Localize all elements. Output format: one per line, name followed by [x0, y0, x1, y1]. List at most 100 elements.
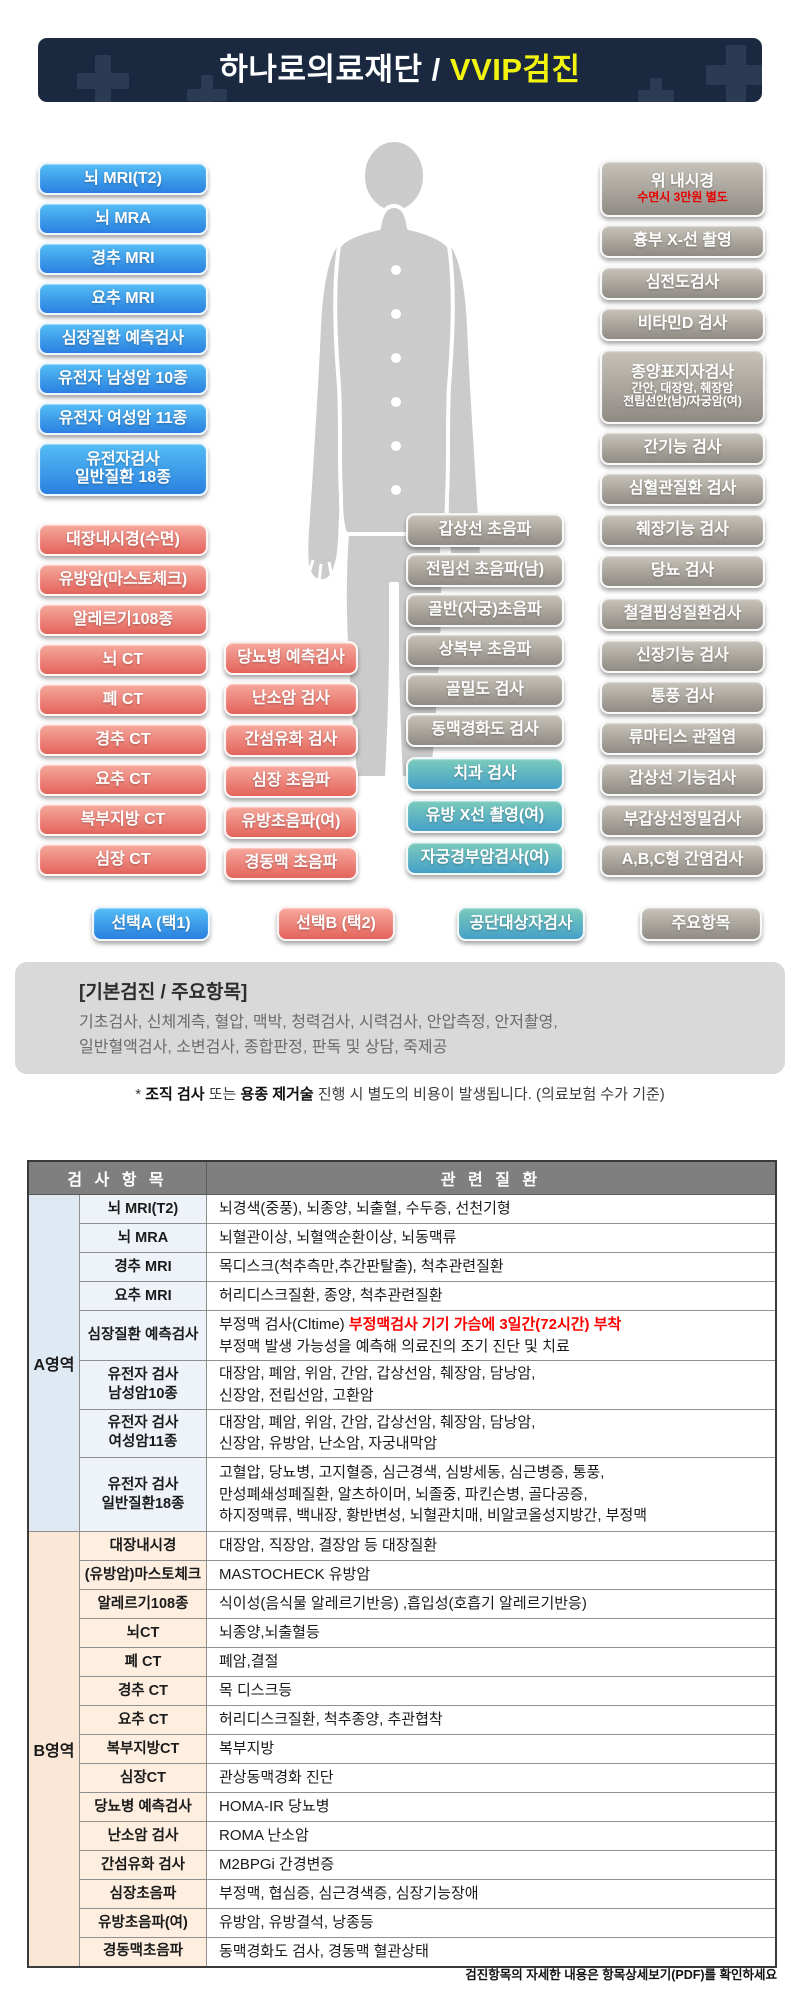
test-pill-right-gray-2[interactable]: 심전도검사	[600, 266, 765, 300]
biopsy-cost-note: * 조직 검사 또는 용종 제거술 진행 시 별도의 비용이 발생됩니다. (의…	[0, 1083, 800, 1104]
test-pill-left-red-6[interactable]: 요추 CT	[38, 763, 208, 796]
test-pill-mid-gray-3[interactable]: 상복부 초음파	[406, 633, 564, 667]
table-header-related-disease: 관 련 질 환	[206, 1160, 777, 1195]
related-disease-cell: 뇌혈관이상, 뇌혈액순환이상, 뇌동맥류	[206, 1223, 777, 1253]
page-title-main: 하나로의료재단 /	[219, 52, 450, 87]
test-pill-left-blue-1[interactable]: 뇌 MRA	[38, 202, 208, 235]
legend-chip-2[interactable]: 공단대상자검사	[457, 906, 585, 941]
test-pill-right-gray-15[interactable]: A,B,C형 간염검사	[600, 843, 765, 877]
test-pill-right-gray-9[interactable]: 철결핍성질환검사	[600, 597, 765, 631]
test-pill-left-red-0[interactable]: 대장내시경(수면)	[38, 523, 208, 556]
test-item-cell: 뇌 MRI(T2)	[79, 1194, 207, 1224]
legend-chip-0[interactable]: 선택A (택1)	[92, 906, 210, 941]
test-pill-left-blue-5[interactable]: 유전자 남성암 10종	[38, 362, 208, 395]
test-pill-mid-gray-5[interactable]: 동맥경화도 검사	[406, 713, 564, 747]
test-pill-mid-red-4[interactable]: 유방초음파(여)	[224, 805, 358, 839]
test-item-cell: 유전자 검사 여성암11종	[79, 1408, 207, 1458]
test-pill-right-gray-14[interactable]: 부갑상선정밀검사	[600, 803, 765, 837]
basic-checkup-title: [기본검진 / 주요항목]	[79, 982, 248, 1003]
test-pill-left-red-8[interactable]: 심장 CT	[38, 843, 208, 876]
test-pill-mid-red-5[interactable]: 경동맥 초음파	[224, 846, 358, 880]
test-pill-right-gray-6[interactable]: 심혈관질환 검사	[600, 472, 765, 506]
related-disease-cell: ROMA 난소암	[206, 1821, 777, 1851]
test-pill-right-gray-3[interactable]: 비타민D 검사	[600, 307, 765, 341]
test-pill-mid-red-0[interactable]: 당뇨병 예측검사	[224, 641, 358, 675]
table-row: (유방암)마스토체크 MASTOCHECK 유방암	[28, 1560, 777, 1590]
test-item-cell: 당뇨병 예측검사	[79, 1792, 207, 1822]
test-pill-right-gray-4[interactable]: 종양표지자검사 간안, 대장암, 췌장암 전립선안(남)/자궁암(여)	[600, 349, 765, 424]
test-item-cell: 심장질환 예측검사	[79, 1310, 207, 1361]
test-pill-right-gray-1[interactable]: 흉부 X-선 촬영	[600, 224, 765, 258]
table-row: 유전자 검사 여성암11종 대장암, 폐암, 위암, 간암, 갑상선암, 췌장암,…	[28, 1408, 777, 1458]
table-row: 알레르기108종 식이성(음식물 알레르기반응) ,흡입성(호흡기 알레르기반응)	[28, 1589, 777, 1619]
test-pill-right-gray-12[interactable]: 류마티스 관절염	[600, 721, 765, 755]
related-disease-cell: 폐암,결절	[206, 1647, 777, 1677]
related-disease-table: 검 사 항 목 관 련 질 환 A영역 뇌 MRI(T2) 뇌경색(중풍), 뇌종양…	[27, 1160, 777, 1968]
note-bold-polyp: 용종 제거술	[240, 1086, 314, 1103]
table-row: 심장CT 관상동맥경화 진단	[28, 1763, 777, 1793]
test-pill-mid-teal-0[interactable]: 치과 검사	[406, 757, 564, 791]
test-pill-right-gray-13[interactable]: 갑상선 기능검사	[600, 762, 765, 796]
related-disease-cell: 대장암, 폐암, 위암, 간암, 갑상선암, 췌장암, 담낭암, 신장암, 유방…	[206, 1408, 777, 1458]
test-pill-mid-teal-2[interactable]: 자궁경부암검사(여)	[406, 841, 564, 875]
test-pill-mid-teal-1[interactable]: 유방 X선 촬영(여)	[406, 799, 564, 833]
cross-icon	[187, 75, 227, 102]
header-banner: 하나로의료재단 / VVIP검진	[38, 38, 762, 102]
test-pill-mid-red-3[interactable]: 심장 초음파	[224, 764, 358, 798]
test-pill-left-red-1[interactable]: 유방암(마스토체크)	[38, 563, 208, 596]
related-disease-cell: 부정맥, 협심증, 심근경색증, 심장기능장애	[206, 1879, 777, 1909]
related-disease-cell: 대장암, 직장암, 결장암 등 대장질환	[206, 1531, 777, 1561]
table-row: 뇌CT 뇌종양,뇌출혈등	[28, 1618, 777, 1648]
test-pill-mid-gray-1[interactable]: 전립선 초음파(남)	[406, 553, 564, 587]
test-item-cell: 대장내시경	[79, 1531, 207, 1561]
related-disease-cell: MASTOCHECK 유방암	[206, 1560, 777, 1590]
test-pill-left-blue-6[interactable]: 유전자 여성암 11종	[38, 402, 208, 435]
body-silhouette-image	[304, 138, 484, 780]
test-pill-mid-gray-2[interactable]: 골반(자궁)초음파	[406, 593, 564, 627]
cross-icon	[706, 45, 762, 102]
test-pill-left-blue-3[interactable]: 요추 MRI	[38, 282, 208, 315]
test-item-cell: 요추 CT	[79, 1705, 207, 1735]
related-disease-cell: 동맥경화도 검사, 경동맥 혈관상태	[206, 1937, 777, 1967]
test-pill-mid-red-1[interactable]: 난소암 검사	[224, 682, 358, 716]
test-pill-left-blue-4[interactable]: 심장질환 예측검사	[38, 322, 208, 355]
test-pill-left-red-3[interactable]: 뇌 CT	[38, 643, 208, 676]
test-pill-left-blue-2[interactable]: 경추 MRI	[38, 242, 208, 275]
test-pill-right-gray-5[interactable]: 간기능 검사	[600, 431, 765, 465]
related-disease-cell: 목 디스크등	[206, 1676, 777, 1706]
related-disease-cell: 복부지방	[206, 1734, 777, 1764]
test-pill-left-blue-0[interactable]: 뇌 MRI(T2)	[38, 162, 208, 195]
test-pill-left-blue-7[interactable]: 유전자검사 일반질환 18종	[38, 442, 208, 496]
test-pill-right-gray-8[interactable]: 당뇨 검사	[600, 554, 765, 588]
related-disease-cell: 관상동맥경화 진단	[206, 1763, 777, 1793]
test-item-cell: (유방암)마스토체크	[79, 1560, 207, 1590]
page-title: 하나로의료재단 / VVIP검진	[38, 38, 762, 102]
test-item-cell: 유전자 검사 일반질환18종	[79, 1457, 207, 1532]
legend-chip-1[interactable]: 선택B (택2)	[277, 906, 395, 941]
table-row: 뇌 MRA 뇌혈관이상, 뇌혈액순환이상, 뇌동맥류	[28, 1223, 777, 1253]
related-disease-cell: 뇌경색(중풍), 뇌종양, 뇌출혈, 수두증, 선천기형	[206, 1194, 777, 1224]
test-pill-right-gray-11[interactable]: 통풍 검사	[600, 680, 765, 714]
table-header-row: 검 사 항 목 관 련 질 환	[27, 1160, 777, 1195]
test-pill-left-red-7[interactable]: 복부지방 CT	[38, 803, 208, 836]
test-pill-right-gray-7[interactable]: 췌장기능 검사	[600, 513, 765, 547]
test-pill-right-gray-10[interactable]: 신장기능 검사	[600, 639, 765, 673]
page-title-accent: VVIP검진	[449, 52, 581, 87]
test-pill-left-red-5[interactable]: 경추 CT	[38, 723, 208, 756]
test-pill-mid-red-2[interactable]: 간섬유화 검사	[224, 723, 358, 757]
table-row: B영역 대장내시경 대장암, 직장암, 결장암 등 대장질환	[27, 1531, 777, 1967]
test-pill-mid-gray-4[interactable]: 골밀도 검사	[406, 673, 564, 707]
test-item-cell: 유전자 검사 남성암10종	[79, 1360, 207, 1410]
related-disease-cell: 대장암, 폐암, 위암, 간암, 갑상선암, 췌장암, 담낭암, 신장암, 전립…	[206, 1360, 777, 1410]
legend-chip-3[interactable]: 주요항목	[640, 906, 762, 941]
test-item-cell: 요추 MRI	[79, 1281, 207, 1311]
test-pill-right-gray-0[interactable]: 위 내시경 수면시 3만원 별도	[600, 160, 765, 217]
test-pill-left-red-4[interactable]: 폐 CT	[38, 683, 208, 716]
test-pill-mid-gray-0[interactable]: 갑상선 초음파	[406, 513, 564, 547]
basic-checkup-line2: 일반혈액검사, 소변검사, 종합판정, 판독 및 상담, 죽제공	[79, 1038, 448, 1056]
cross-icon	[638, 78, 674, 102]
table-row: 유전자 검사 남성암10종 대장암, 폐암, 위암, 간암, 갑상선암, 췌장암,…	[28, 1360, 777, 1410]
table-row: 난소암 검사 ROMA 난소암	[28, 1821, 777, 1851]
test-pill-left-red-2[interactable]: 알레르기108종	[38, 603, 208, 636]
test-item-cell: 심장CT	[79, 1763, 207, 1793]
